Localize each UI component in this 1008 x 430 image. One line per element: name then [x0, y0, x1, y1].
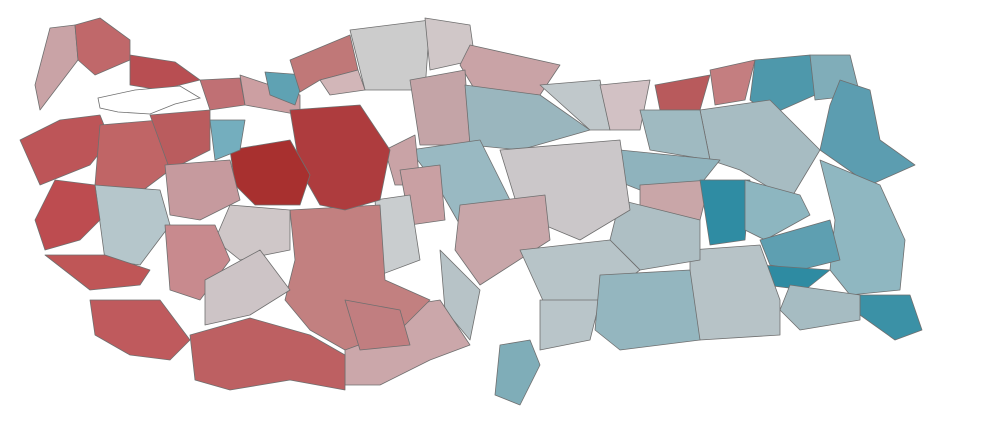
province-region[interactable] — [609, 199, 701, 271]
province-region[interactable] — [599, 79, 651, 131]
sea-of-marmara — [97, 85, 202, 115]
province-region[interactable] — [189, 317, 346, 391]
province-region[interactable] — [779, 284, 861, 331]
province-region[interactable] — [409, 69, 471, 146]
province-region[interactable] — [204, 249, 291, 326]
province-region[interactable] — [539, 299, 601, 351]
province-region[interactable] — [319, 69, 366, 96]
province-region[interactable] — [74, 17, 131, 76]
province-region[interactable] — [34, 179, 101, 251]
province-region[interactable] — [129, 54, 201, 91]
province-region[interactable] — [744, 179, 811, 241]
province-region[interactable] — [464, 84, 591, 151]
province-region[interactable] — [689, 244, 781, 341]
province-region[interactable] — [819, 79, 916, 186]
province-region[interactable] — [149, 109, 211, 171]
province-region[interactable] — [699, 179, 751, 246]
province-region[interactable] — [164, 159, 241, 221]
province-layer — [19, 17, 923, 406]
province-region[interactable] — [494, 339, 541, 406]
province-region[interactable] — [819, 159, 906, 296]
province-region[interactable] — [344, 299, 411, 351]
province-region[interactable] — [654, 74, 711, 111]
province-region[interactable] — [639, 109, 711, 161]
province-region[interactable] — [89, 299, 191, 361]
province-region[interactable] — [94, 119, 171, 201]
province-region[interactable] — [709, 59, 756, 106]
province-region[interactable] — [749, 54, 816, 116]
province-region[interactable] — [759, 219, 841, 271]
province-region[interactable] — [454, 194, 551, 286]
province-region[interactable] — [859, 294, 923, 341]
province-region[interactable] — [594, 269, 701, 351]
province-region[interactable] — [264, 71, 306, 106]
province-region[interactable] — [44, 254, 151, 291]
province-region[interactable] — [199, 77, 246, 111]
province-region[interactable] — [34, 24, 79, 111]
province-region[interactable] — [439, 249, 481, 341]
province-region[interactable] — [209, 119, 246, 161]
province-region[interactable] — [289, 104, 391, 211]
province-region[interactable] — [94, 184, 171, 266]
